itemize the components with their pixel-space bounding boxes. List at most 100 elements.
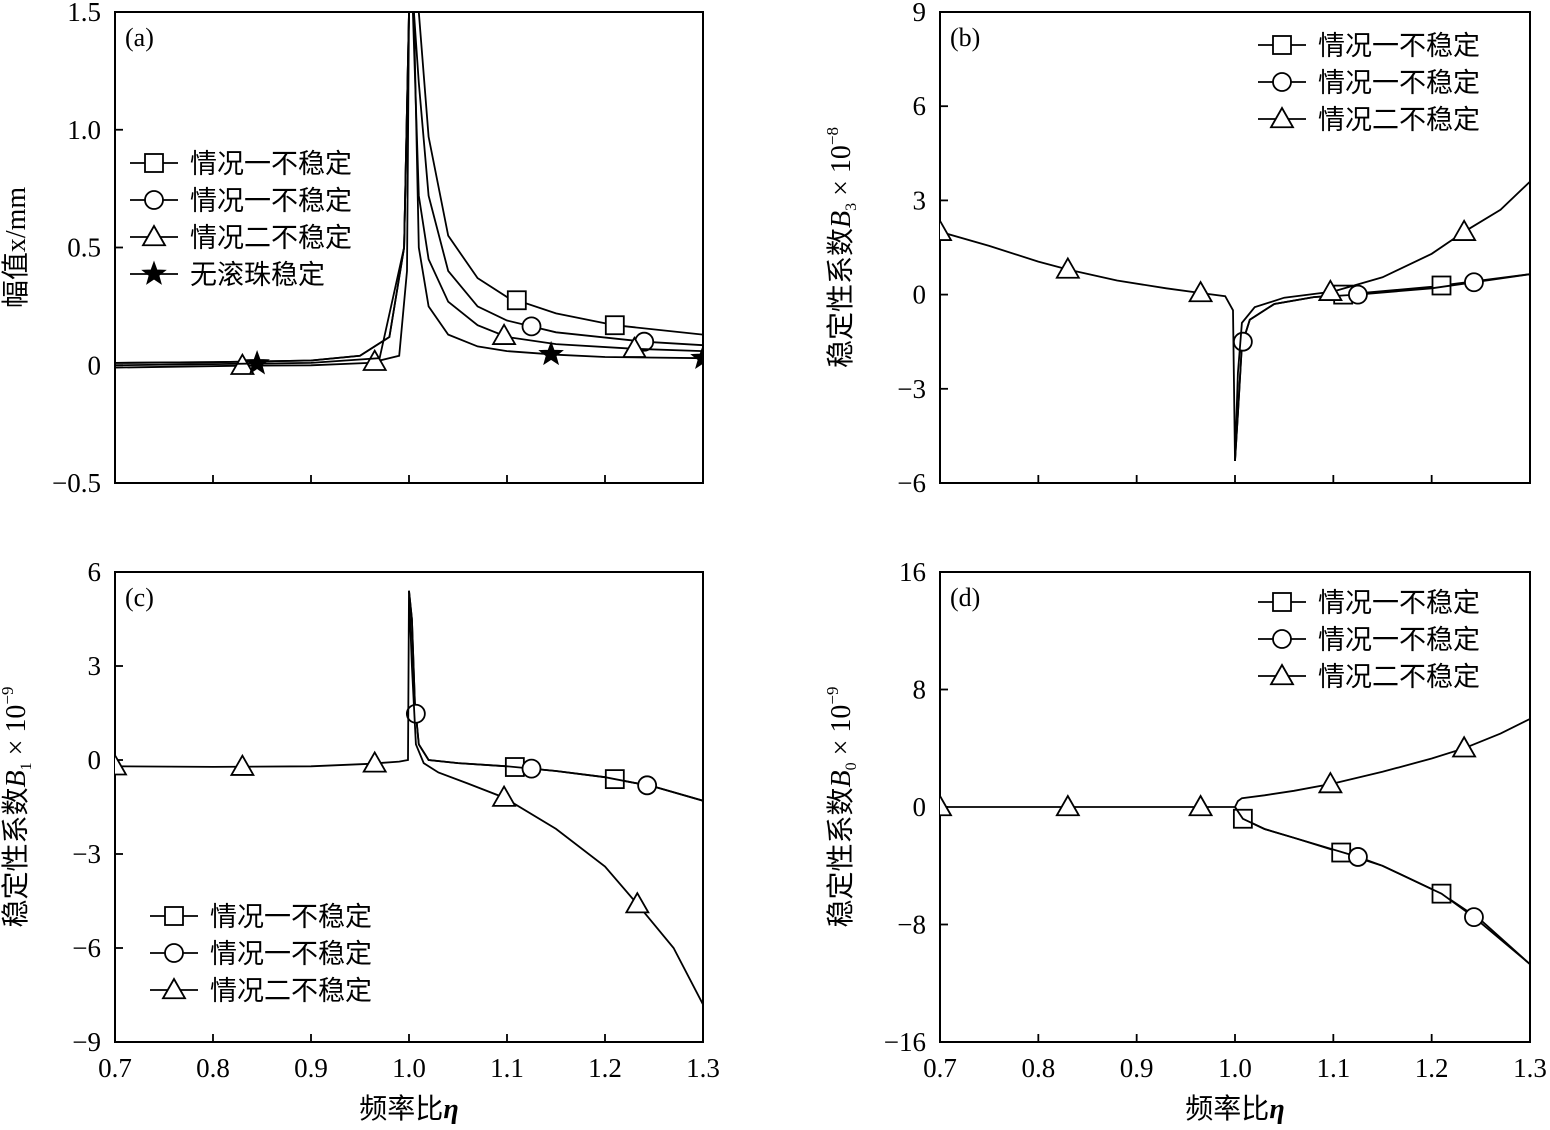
circle-marker-2-1-1 [521,758,542,779]
series-line-2-1 [408,590,703,802]
series-0-1 [115,12,703,364]
panel-label-3: (d) [950,583,980,612]
y-axis-label-0: 幅值x/mm [0,187,32,309]
y-tick-label-3-2: 0 [913,792,927,822]
series-2-0 [408,590,703,802]
triangle-marker-3-2-0 [940,794,953,817]
y-tick-label-2-2: 0 [88,745,102,775]
chart-panel-2: 0.7 0.8 0.9 1.0 1.1 1.2 1.3 6 3 0 −3 −6 −9 (c) 稳定性系数B1… [0,557,720,1125]
legend-circle-marker-2-1 [164,943,184,963]
y-tick-label-1-1: 6 [913,91,927,121]
x-axis-label-2: 频率比η [359,1093,458,1125]
square-marker-0-0-0 [506,290,527,311]
triangle-marker-2-2-3 [491,784,517,807]
triangle-marker-2-2-1 [229,753,255,776]
y-axis-label-1: 稳定性系数B3 × 10−8 [823,127,860,368]
x-tick-label-2-6: 1.3 [686,1053,720,1083]
y-tick-label-1-4: −3 [897,374,926,404]
y-tick-label-0-3: 0 [88,350,102,380]
y-axis-label-3: 稳定性系数B0 × 10−9 [823,686,860,927]
y-tick-label-0-2: 0.5 [67,233,101,263]
legend-square-marker-0-0 [144,153,164,173]
triangle-marker-1-2-0 [940,218,953,241]
series-line-3-2 [940,718,1530,808]
triangle-marker-1-2-4 [1451,218,1477,241]
chart-panel-1: 9 6 3 0 −3 −6 (b) 稳定性系数B3 × 10−8 情况一不稳定情况一不稳定情况二… [823,0,1531,498]
y-tick-label-2-3: −3 [72,839,101,869]
star-marker-0-3-2 [690,344,703,370]
legend-label-2-1: 情况一不稳定 [210,939,372,969]
x-tick-label-3-5: 1.2 [1415,1053,1449,1083]
panel-label-0: (a) [125,23,154,52]
legend-label-3-1: 情况一不稳定 [1318,625,1480,655]
x-tick-label-2-3: 1.0 [392,1053,426,1083]
x-tick-label-2-1: 0.8 [196,1053,230,1083]
y-tick-label-3-0: 16 [899,557,926,587]
legend-label-0-2: 情况二不稳定 [190,223,352,253]
legend-circle-marker-1-1 [1272,72,1292,92]
circle-marker-1-1-2 [1464,272,1484,293]
y-tick-label-0-1: 1.0 [67,115,101,145]
triangle-marker-3-2-4 [1451,735,1477,758]
series-line-3-0 [1234,806,1530,965]
triangle-marker-2-2-4 [624,891,650,914]
legend-label-1-1: 情况一不稳定 [1318,68,1480,98]
panel-label-1: (b) [950,23,980,52]
legend-label-0-3: 无滚珠稳定 [190,260,325,290]
legend-label-0-0: 情况一不稳定 [190,149,352,179]
series-0-3 [115,12,703,375]
panel-label-2: (c) [125,583,154,612]
legend-triangle-marker-2-2 [161,977,187,1000]
square-marker-0-0-1 [604,315,625,336]
star-marker-0-3-1 [538,340,564,366]
y-tick-label-1-5: −6 [897,468,926,498]
x-tick-label-3-4: 1.1 [1316,1053,1350,1083]
series-1-2 [940,180,1530,462]
series-1-1 [1232,272,1530,462]
x-tick-label-3-6: 1.3 [1513,1053,1547,1083]
triangle-marker-2-2-0 [115,753,128,776]
x-tick-label-3-1: 0.8 [1021,1053,1055,1083]
circle-marker-1-1-1 [1348,284,1368,305]
circle-marker-3-1-1 [1464,907,1484,928]
y-tick-label-2-0: 6 [88,557,102,587]
y-tick-label-2-1: 3 [88,651,102,681]
triangle-marker-1-2-2 [1188,280,1214,303]
legend-label-1-0: 情况一不稳定 [1318,31,1480,61]
y-tick-label-0-4: −0.5 [52,468,101,498]
circle-marker-3-1-0 [1348,847,1368,867]
y-tick-label-1-0: 9 [913,0,927,27]
series-3-1 [1234,806,1530,965]
x-tick-label-3-0: 0.7 [923,1053,957,1083]
legend-triangle-marker-1-2 [1269,106,1295,129]
legend-star-marker-0-3 [141,260,167,285]
circle-marker-2-1-0 [405,703,426,724]
x-tick-label-2-0: 0.7 [98,1053,132,1083]
series-line-2-2 [115,590,703,1005]
legend-label-3-0: 情况一不稳定 [1318,588,1480,618]
series-line-2-0 [408,590,703,802]
legend-triangle-marker-3-2 [1269,663,1295,686]
triangle-marker-3-2-1 [1055,794,1081,817]
legend-label-1-2: 情况二不稳定 [1318,105,1480,135]
series-2-2 [115,590,703,1005]
circle-marker-0-1-0 [521,316,542,337]
legend-circle-marker-0-1 [144,190,164,210]
legend-label-2-2: 情况二不稳定 [210,976,372,1006]
legend-label-2-0: 情况一不稳定 [210,902,372,932]
circle-marker-2-1-2 [637,775,658,796]
legend-circle-marker-3-1 [1272,629,1292,649]
star-marker-0-3-0 [244,350,270,375]
x-tick-label-3-2: 0.9 [1120,1053,1154,1083]
y-tick-label-3-4: −16 [884,1027,926,1057]
series-line-0-3 [115,12,703,367]
x-tick-label-2-2: 0.9 [294,1053,328,1083]
y-tick-label-1-3: 0 [913,280,927,310]
legend-label-0-1: 情况一不稳定 [190,186,352,216]
y-tick-label-0-0: 1.5 [67,0,101,27]
triangle-marker-1-2-1 [1055,256,1081,279]
triangle-marker-0-2-2 [491,322,517,345]
chart-panel-3: 0.7 0.8 0.9 1.0 1.1 1.2 1.3 16 8 0 −8 −16 (d) 稳定性系数B0… [823,557,1547,1125]
